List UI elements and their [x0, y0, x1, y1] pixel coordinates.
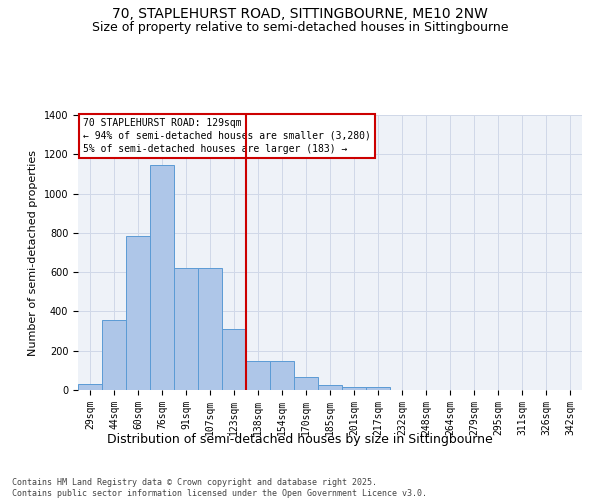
Text: Contains HM Land Registry data © Crown copyright and database right 2025.
Contai: Contains HM Land Registry data © Crown c… [12, 478, 427, 498]
Bar [246, 360, 270, 390]
Bar [150, 165, 174, 390]
Text: Distribution of semi-detached houses by size in Sittingbourne: Distribution of semi-detached houses by … [107, 432, 493, 446]
Bar [318, 385, 342, 390]
Bar [294, 377, 318, 390]
Text: 70, STAPLEHURST ROAD, SITTINGBOURNE, ME10 2NW: 70, STAPLEHURST ROAD, SITTINGBOURNE, ME1… [112, 8, 488, 22]
Text: 70 STAPLEHURST ROAD: 129sqm
← 94% of semi-detached houses are smaller (3,280)
5%: 70 STAPLEHURST ROAD: 129sqm ← 94% of sem… [83, 118, 371, 154]
Bar [126, 236, 150, 390]
Bar [270, 360, 294, 390]
Bar [174, 268, 198, 390]
Y-axis label: Number of semi-detached properties: Number of semi-detached properties [28, 150, 38, 356]
Bar [342, 388, 366, 390]
Text: Size of property relative to semi-detached houses in Sittingbourne: Size of property relative to semi-detach… [92, 21, 508, 34]
Bar [102, 320, 126, 390]
Bar [366, 388, 390, 390]
Bar [198, 268, 222, 390]
Bar [78, 384, 102, 390]
Bar [222, 329, 246, 390]
